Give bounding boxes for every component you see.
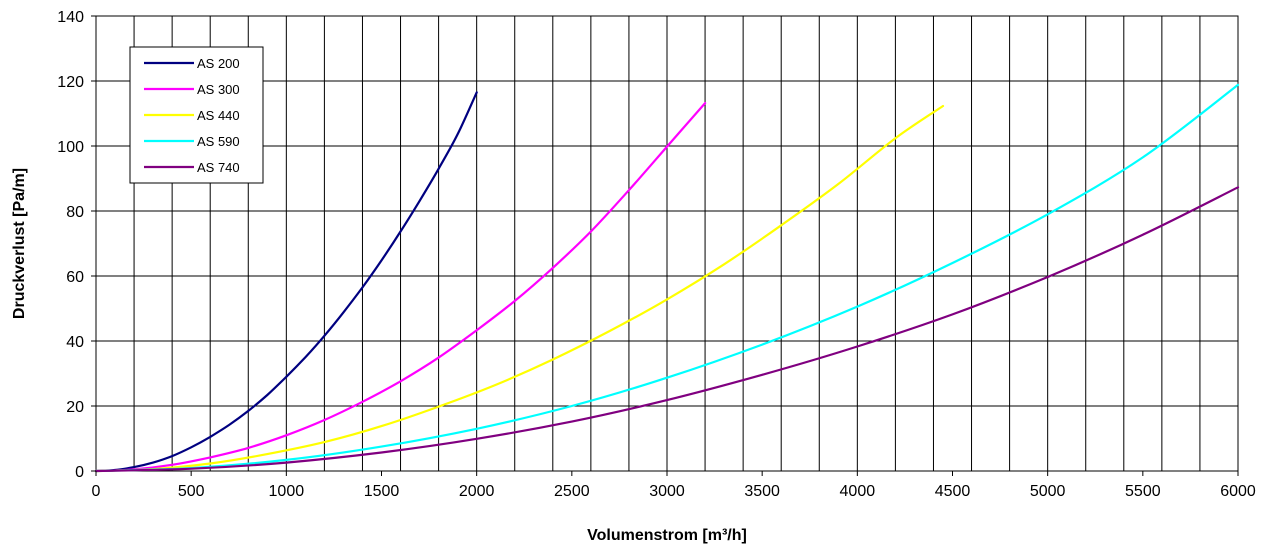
x-tick-label: 4500 (935, 483, 971, 500)
y-tick-label: 0 (75, 464, 84, 481)
legend-label-as-200: AS 200 (197, 56, 240, 71)
legend-label-as-590: AS 590 (197, 134, 240, 149)
chart-legend: AS 200 AS 300 AS 440 AS 590 AS 740 (129, 46, 264, 184)
x-tick-label: 500 (178, 483, 205, 500)
y-tick-label: 120 (57, 74, 84, 91)
x-tick-label: 5000 (1030, 483, 1066, 500)
y-tick-label: 60 (66, 269, 84, 286)
x-tick-label: 3000 (649, 483, 685, 500)
grid-lines (96, 16, 1238, 471)
x-tick-label: 3500 (744, 483, 780, 500)
y-tick-label: 40 (66, 334, 84, 351)
y-tick-label: 100 (57, 139, 84, 156)
series-line-as-200 (94, 91, 478, 473)
x-tick-label: 1500 (364, 483, 400, 500)
x-tick-label: 1000 (269, 483, 305, 500)
series-line-as-440 (94, 104, 945, 473)
tick-labels: 0 500 1000 1500 2000 2500 3000 3500 4000 4500 5000… (57, 9, 1256, 500)
legend-label-as-300: AS 300 (197, 82, 240, 97)
y-tick-label: 140 (57, 9, 84, 26)
x-tick-label: 2000 (459, 483, 495, 500)
legend-label-as-440: AS 440 (197, 108, 240, 123)
legend-label-as-740: AS 740 (197, 160, 240, 175)
y-axis-label: Druckverlust [Pa/m] (11, 168, 28, 319)
x-tick-label: 0 (92, 483, 101, 500)
x-tick-label: 6000 (1220, 483, 1256, 500)
x-tick-label: 2500 (554, 483, 590, 500)
series-line-as-590 (94, 83, 1240, 473)
x-tick-label: 4000 (840, 483, 876, 500)
y-tick-label: 80 (66, 204, 84, 221)
series-lines (94, 83, 1240, 473)
x-tick-label: 5500 (1125, 483, 1161, 500)
series-line-as-300 (94, 102, 707, 473)
series-line-as-740 (94, 186, 1240, 473)
x-axis-label: Volumenstrom [m³/h] (587, 527, 747, 544)
y-tick-label: 20 (66, 399, 84, 416)
